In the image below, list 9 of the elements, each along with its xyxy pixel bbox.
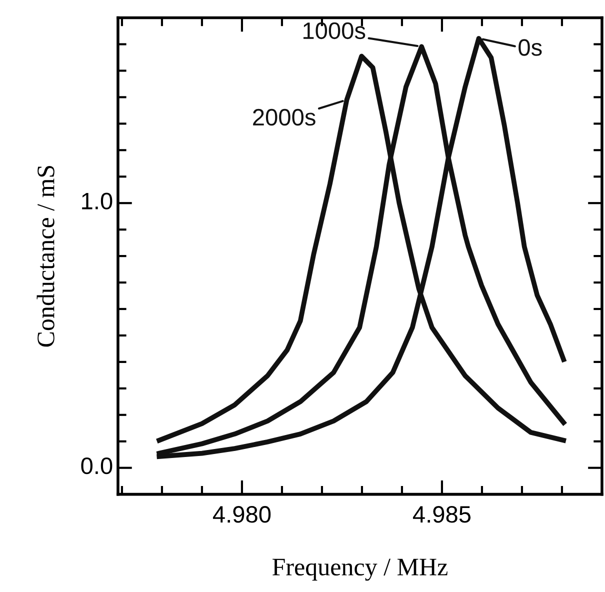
y-axis-title: Conductance / mS: [36, 166, 54, 347]
legend-label: 2000s: [253, 108, 316, 126]
text: 1000s: [303, 22, 366, 40]
y-tick-label: 0.0: [81, 457, 112, 474]
y-tick-label: 1.0: [82, 192, 112, 210]
x-tick-label: 4.985: [412, 506, 471, 523]
x-tick-label: 4.980: [212, 506, 271, 523]
x-axis-title: Frequency / MHz: [272, 558, 448, 581]
series-label: 0s: [518, 39, 542, 56]
